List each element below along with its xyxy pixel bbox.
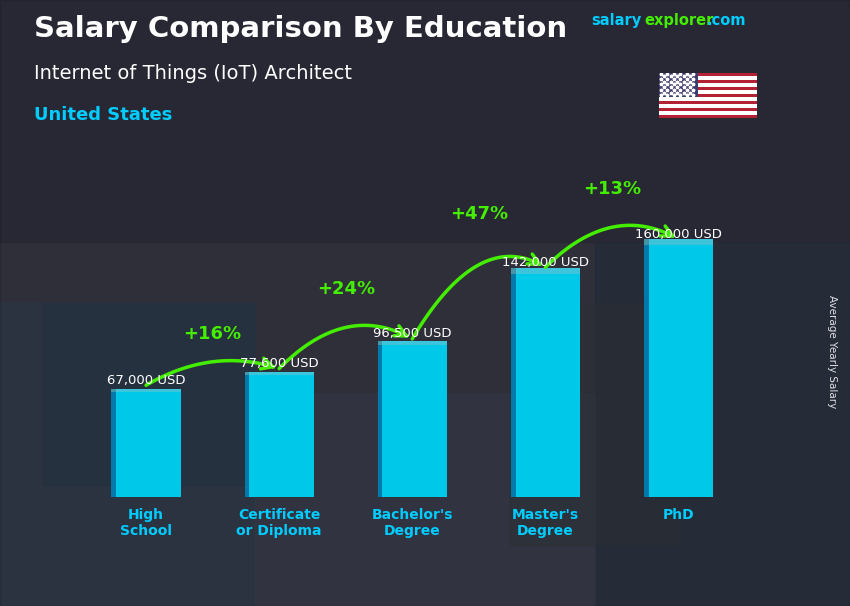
Polygon shape <box>643 239 649 245</box>
Text: +24%: +24% <box>317 280 375 298</box>
Text: Average Yearly Salary: Average Yearly Salary <box>827 295 837 408</box>
Polygon shape <box>111 389 116 391</box>
Text: +13%: +13% <box>583 180 641 198</box>
Bar <box>659 76 756 80</box>
Bar <box>510 303 680 545</box>
Bar <box>659 73 698 97</box>
Text: +16%: +16% <box>184 325 241 344</box>
Text: 67,000 USD: 67,000 USD <box>107 374 185 387</box>
Polygon shape <box>377 345 382 497</box>
Bar <box>382 345 447 497</box>
Polygon shape <box>382 341 447 345</box>
Text: +47%: +47% <box>450 205 507 224</box>
Text: 142,000 USD: 142,000 USD <box>502 256 589 269</box>
Polygon shape <box>516 268 580 274</box>
Bar <box>659 73 756 76</box>
Bar <box>659 80 756 83</box>
Bar <box>659 111 756 115</box>
Polygon shape <box>511 274 516 497</box>
Polygon shape <box>116 389 181 391</box>
Bar <box>659 87 756 90</box>
Text: 160,000 USD: 160,000 USD <box>635 228 722 241</box>
Polygon shape <box>511 268 516 274</box>
Bar <box>659 94 756 97</box>
Text: 77,600 USD: 77,600 USD <box>240 357 319 370</box>
Bar <box>659 108 756 111</box>
Bar <box>595 242 850 606</box>
Bar <box>0 303 255 606</box>
Bar <box>255 394 595 606</box>
Polygon shape <box>245 375 249 497</box>
Polygon shape <box>245 372 249 375</box>
Bar <box>42 303 255 485</box>
Text: 96,500 USD: 96,500 USD <box>373 327 451 341</box>
Bar <box>0 0 850 242</box>
Text: Internet of Things (IoT) Architect: Internet of Things (IoT) Architect <box>34 64 352 82</box>
Polygon shape <box>377 341 382 345</box>
Bar <box>116 391 181 497</box>
Bar <box>649 245 713 497</box>
Bar <box>516 274 580 497</box>
Polygon shape <box>649 239 713 245</box>
Bar <box>249 375 314 497</box>
Polygon shape <box>249 372 314 375</box>
Bar <box>659 115 756 118</box>
Text: United States: United States <box>34 106 173 124</box>
Polygon shape <box>643 245 649 497</box>
Bar <box>659 83 756 87</box>
Text: Salary Comparison By Education: Salary Comparison By Education <box>34 15 567 43</box>
Text: .com: .com <box>706 13 745 28</box>
Bar <box>659 104 756 108</box>
Polygon shape <box>111 391 116 497</box>
Text: salary: salary <box>591 13 641 28</box>
Bar <box>659 101 756 104</box>
Bar <box>659 97 756 101</box>
Text: explorer: explorer <box>644 13 714 28</box>
Bar <box>659 90 756 94</box>
